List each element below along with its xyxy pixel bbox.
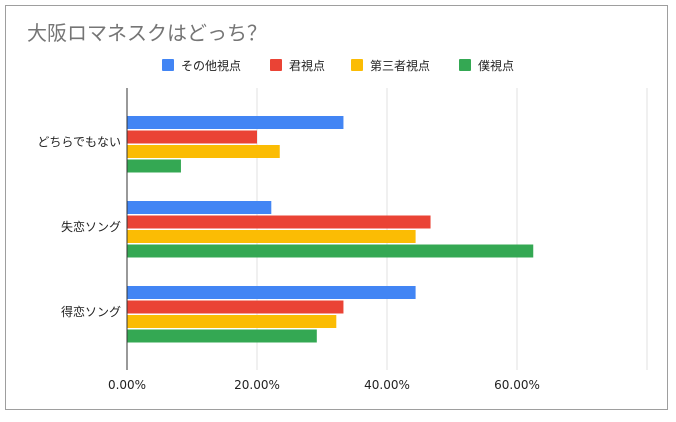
bar [127, 315, 337, 328]
bar [127, 130, 257, 144]
bar [127, 286, 416, 299]
bar [127, 201, 272, 214]
bars [127, 116, 534, 343]
bar [127, 145, 280, 158]
legend: その他視点 君視点 第三者視点 僕視点 [162, 58, 514, 73]
x-tick-label: 0.00% [108, 378, 146, 392]
legend-label: その他視点 [181, 58, 241, 73]
chart-title: 大阪ロマネスクはどっち？ [27, 21, 267, 45]
x-tick-label: 40.00% [364, 378, 410, 392]
legend-swatch [459, 59, 471, 71]
chart-frame [5, 5, 668, 410]
bar [127, 215, 431, 229]
bar [127, 230, 416, 243]
bar [127, 329, 317, 343]
category-label: 失恋ソング [61, 219, 121, 234]
x-tick-label: 60.00% [494, 378, 540, 392]
bar [127, 300, 344, 314]
legend-swatch [351, 59, 363, 71]
bar [127, 116, 344, 129]
legend-label: 僕視点 [478, 58, 514, 73]
x-tick-label: 20.00% [234, 378, 280, 392]
category-label: 得恋ソング [61, 304, 121, 319]
bar [127, 159, 181, 173]
legend-swatch [270, 59, 282, 71]
gridlines [256, 88, 648, 370]
x-tick-labels: 0.00% 20.00% 40.00% 60.00% [108, 378, 540, 392]
legend-label: 君視点 [289, 58, 325, 73]
bar [127, 244, 534, 258]
legend-swatch [162, 59, 174, 71]
legend-label: 第三者視点 [370, 58, 430, 73]
category-label: どちらでもない [37, 135, 121, 149]
